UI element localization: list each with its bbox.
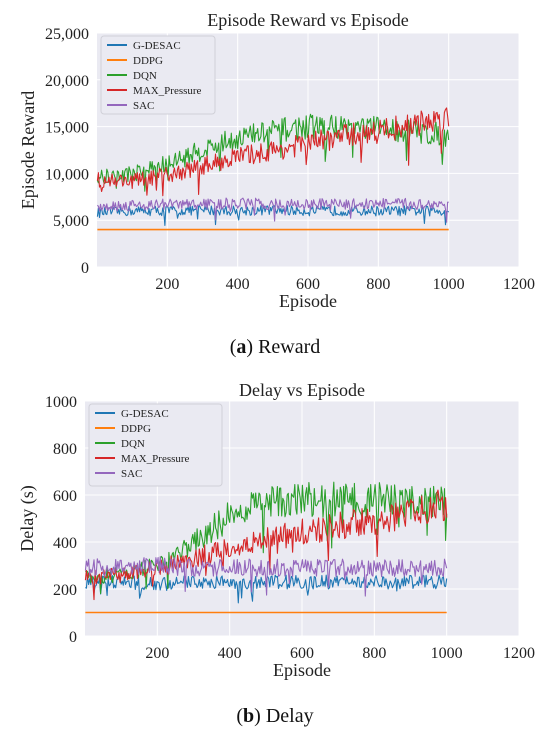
legend-entry-g-desac: G-DESAC [121, 408, 169, 420]
chart-title: Delay vs Episode [239, 380, 365, 400]
y-tick-label: 1000 [45, 394, 77, 411]
x-tick-label: 400 [218, 645, 242, 662]
series-line-sac [84, 556, 448, 597]
y-axis-label: Delay (s) [17, 485, 38, 551]
y-tick-label: 800 [53, 441, 77, 458]
x-axis-label: Episode [273, 660, 331, 680]
y-tick-label: 200 [53, 582, 77, 599]
x-tick-label: 200 [145, 645, 169, 662]
legend-entry-g-desac: G-DESAC [133, 40, 181, 52]
y-tick-label: 20,000 [45, 73, 89, 90]
y-tick-label: 25,000 [45, 26, 89, 43]
caption-reward: (a) Reward [229, 336, 321, 358]
y-tick-label: 0 [81, 260, 89, 277]
legend-entry-dqn: DQN [121, 438, 145, 450]
legend-box [88, 403, 223, 487]
x-tick-label: 1200 [503, 276, 535, 293]
series-line-sac [96, 197, 449, 223]
legend-entry-max-pressure: MAX_Pressure [133, 85, 202, 97]
y-tick-label: 600 [53, 488, 77, 505]
x-tick-label: 1000 [433, 276, 465, 293]
legend-entry-ddpg: DDPG [133, 55, 163, 67]
x-tick-label: 800 [362, 645, 386, 662]
y-tick-label: 10,000 [45, 166, 89, 183]
x-tick-label: 200 [155, 276, 179, 293]
x-tick-label: 800 [366, 276, 390, 293]
caption-delay: (b) Delay [236, 705, 314, 727]
caption-delay-text: Delay [265, 705, 314, 727]
y-tick-label: 0 [69, 629, 77, 646]
y-tick-label: 400 [53, 535, 77, 552]
legend-entry-ddpg: DDPG [121, 423, 151, 435]
series-line-max-pressure [96, 107, 450, 197]
caption-reward-text: Reward [258, 336, 321, 358]
legend-entry-sac: SAC [121, 468, 142, 480]
x-tick-label: 600 [296, 276, 320, 293]
delay-chart: 0 200 400 600 800 1000 200 400 600 800 1000 1200 G-D… [17, 380, 535, 680]
legend-entry-sac: SAC [133, 100, 154, 112]
legend-entry-dqn: DQN [133, 70, 157, 82]
x-tick-label: 400 [226, 276, 250, 293]
x-axis-label: Episode [279, 291, 337, 311]
legend-entry-max-pressure: MAX_Pressure [121, 453, 190, 465]
caption-reward-letter: a [236, 336, 247, 358]
x-tick-label: 1200 [503, 645, 535, 662]
y-axis-label: Episode Reward [18, 91, 38, 209]
x-tick-label: 600 [290, 645, 314, 662]
x-tick-label: 1000 [431, 645, 463, 662]
legend-box [100, 35, 216, 115]
y-tick-label: 5,000 [53, 213, 89, 230]
chart-title: Episode Reward vs Episode [207, 10, 408, 30]
y-tick-label: 15,000 [45, 120, 89, 137]
caption-delay-letter: b [243, 705, 255, 727]
series-line-max-pressure [84, 489, 448, 601]
reward-chart: 0 5,000 10,000 15,000 20,000 25,000 200 400 600 8… [18, 10, 535, 311]
